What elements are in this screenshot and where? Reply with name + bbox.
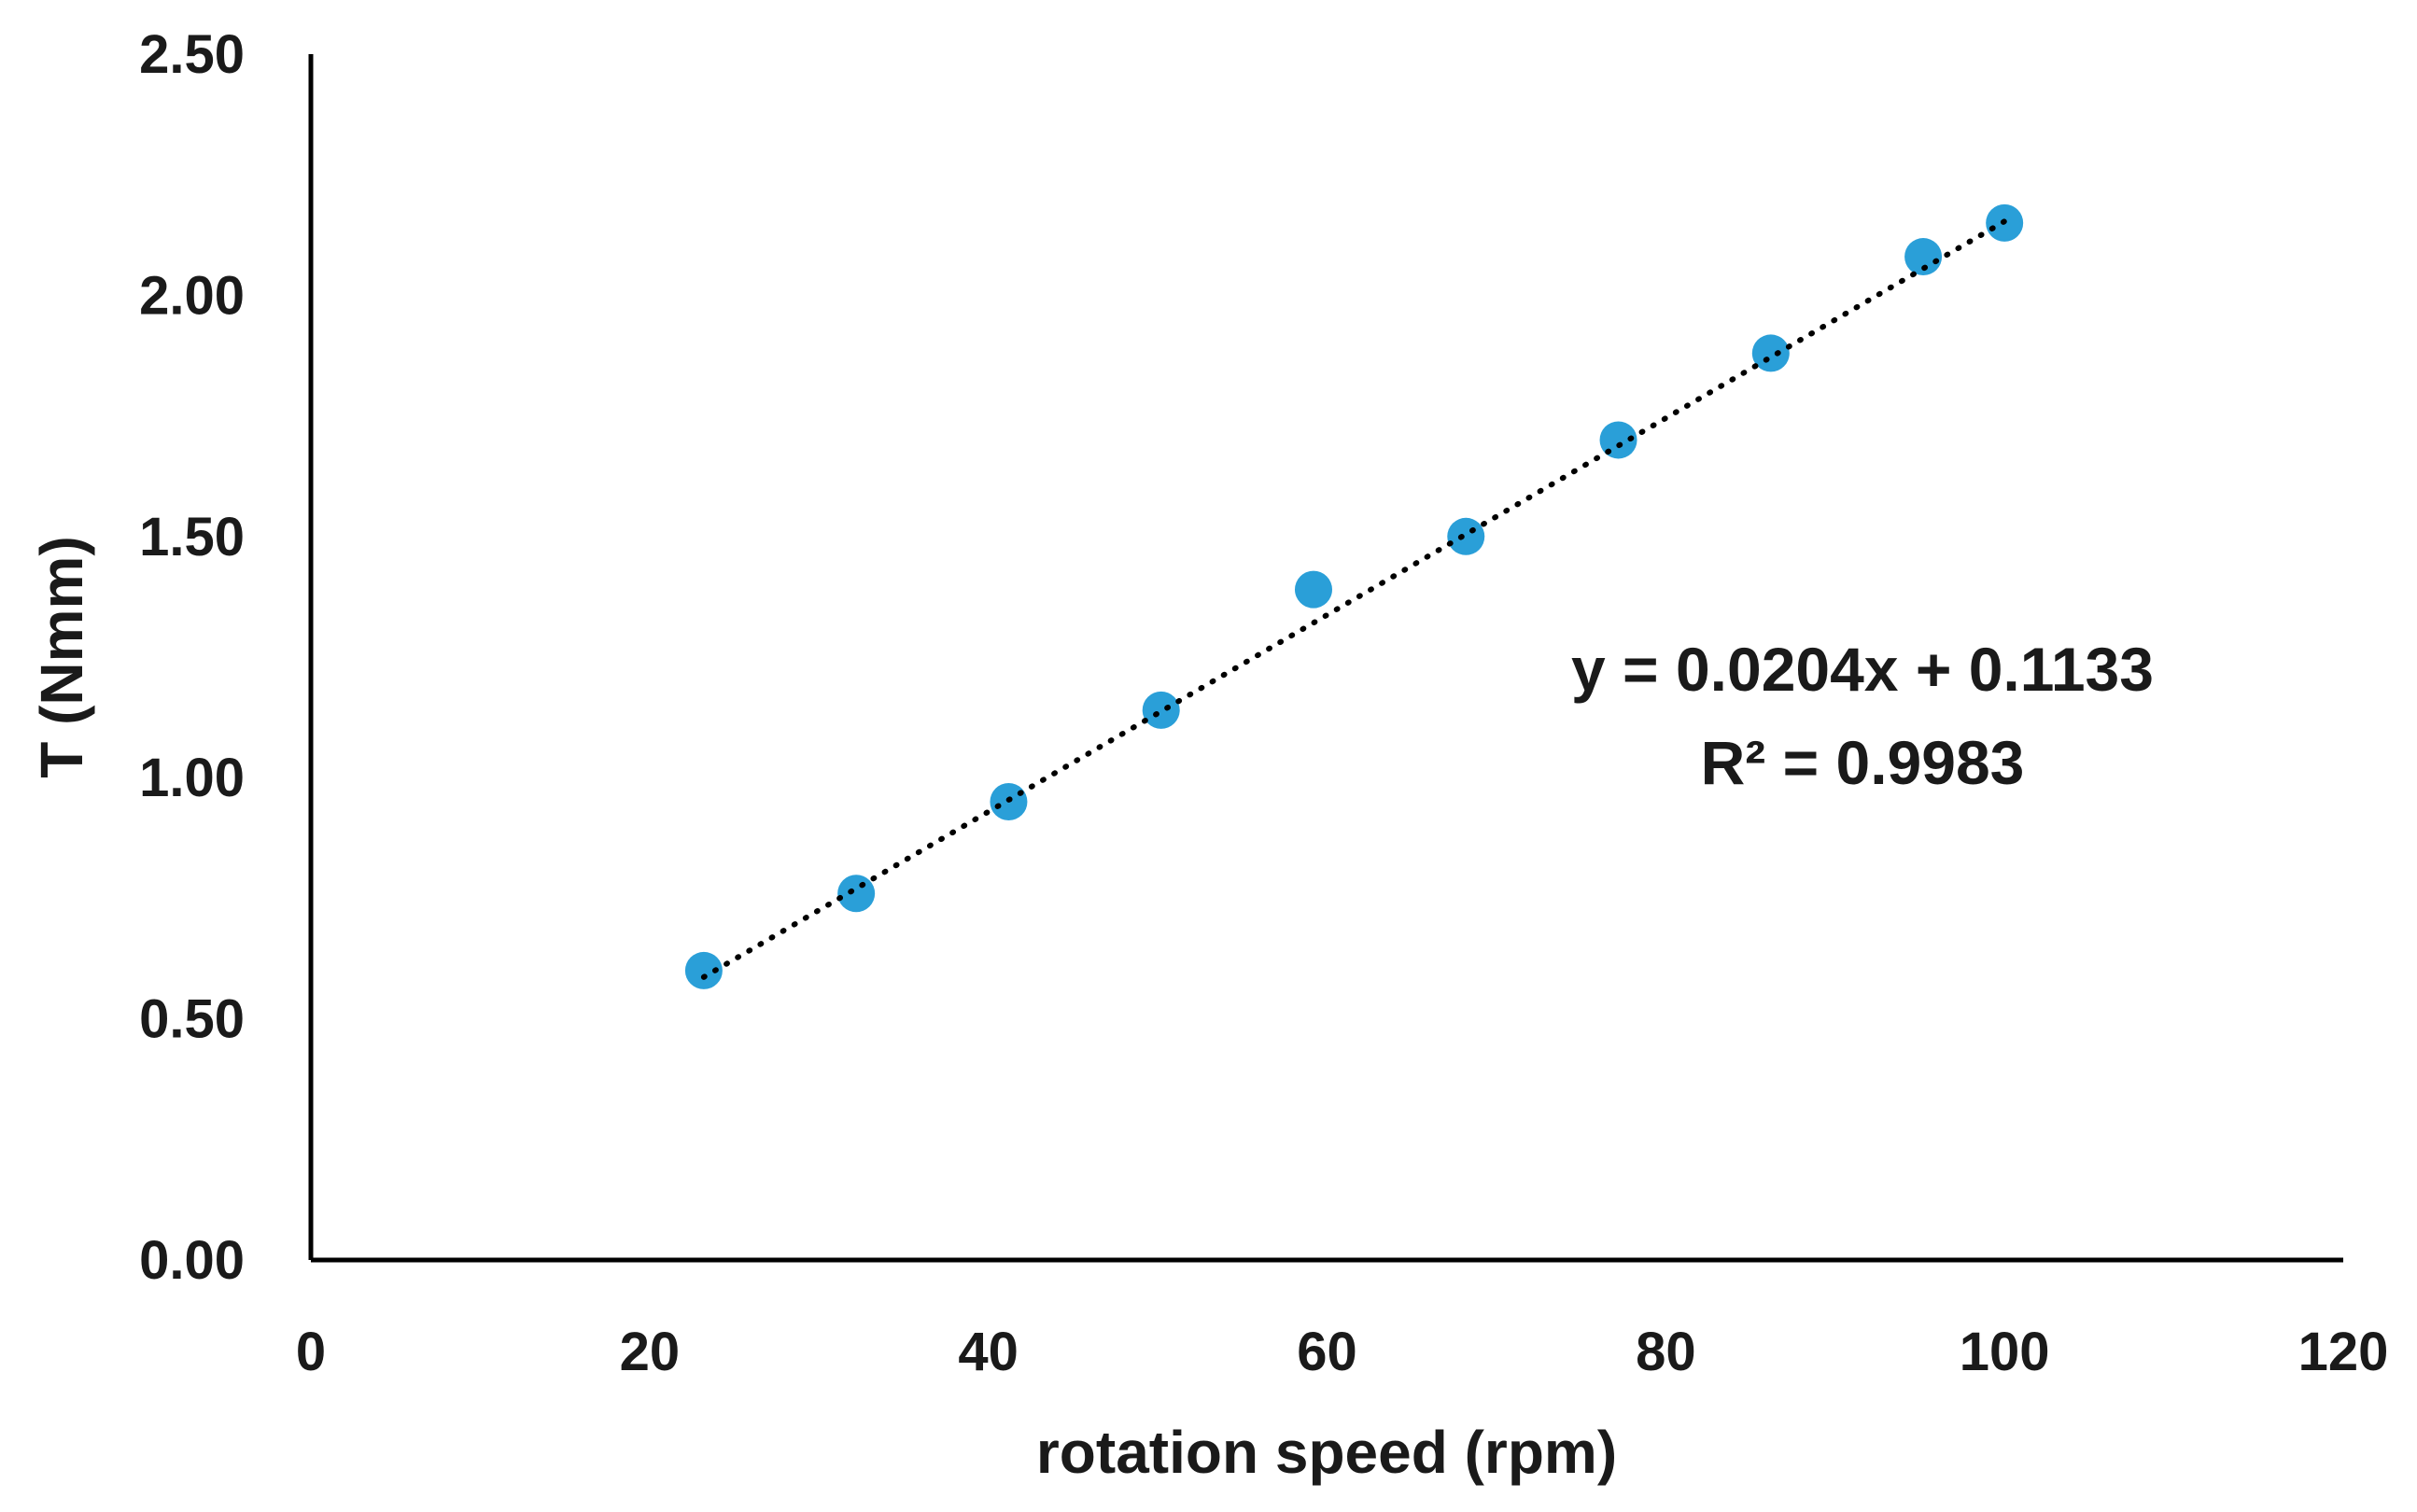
x-tick-label: 120 bbox=[2298, 1322, 2389, 1382]
data-points bbox=[684, 203, 2024, 989]
trendline bbox=[700, 218, 2008, 980]
x-axis-title: rotation speed (rpm) bbox=[1036, 1419, 1617, 1486]
trendline-equation: y = 0.0204x + 0.1133 bbox=[1571, 635, 2154, 704]
data-point bbox=[1751, 334, 1790, 372]
x-tick-label: 20 bbox=[620, 1322, 681, 1382]
data-point bbox=[1447, 517, 1485, 555]
trendline-group bbox=[700, 218, 2008, 980]
y-tick-label: 1.50 bbox=[139, 507, 245, 567]
y-tick-label: 0.00 bbox=[139, 1230, 245, 1291]
data-point bbox=[1294, 570, 1332, 609]
y-tick-label: 0.50 bbox=[139, 989, 245, 1050]
data-point bbox=[1904, 238, 1943, 276]
r-squared-label: R² = 0.9983 bbox=[1701, 728, 2025, 797]
y-axis-title: T (Nmm) bbox=[28, 536, 95, 778]
y-tick-labels: 0.00 0.50 1.00 1.50 2.00 2.50 bbox=[139, 24, 245, 1291]
data-point bbox=[1142, 691, 1180, 729]
y-tick-label: 2.00 bbox=[139, 265, 245, 326]
data-point bbox=[837, 875, 876, 913]
data-point bbox=[684, 951, 723, 989]
y-tick-label: 2.50 bbox=[139, 24, 245, 85]
x-tick-label: 100 bbox=[1960, 1322, 2050, 1382]
x-tick-label: 40 bbox=[958, 1322, 1019, 1382]
x-tick-label: 60 bbox=[1297, 1322, 1357, 1382]
x-tick-labels: 0 20 40 60 80 100 120 bbox=[296, 1322, 2389, 1382]
x-tick-label: 0 bbox=[296, 1322, 326, 1382]
y-tick-label: 1.00 bbox=[139, 748, 245, 808]
axes bbox=[308, 54, 2343, 1263]
x-tick-label: 80 bbox=[1636, 1322, 1696, 1382]
